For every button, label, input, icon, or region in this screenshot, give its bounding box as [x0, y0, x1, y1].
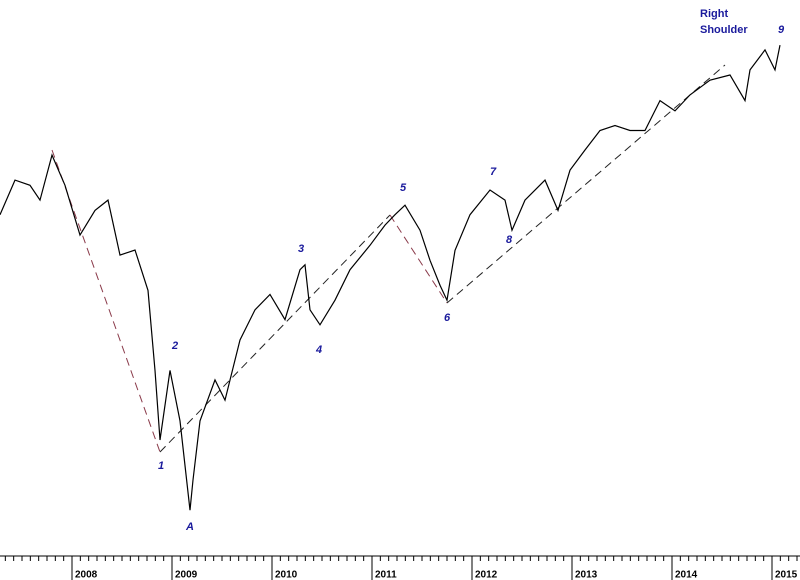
annotation: 8	[506, 234, 513, 246]
x-tick-label: 2015	[775, 570, 798, 580]
trend-line	[389, 214, 448, 304]
annotation: 6	[444, 312, 451, 324]
annotation: 4	[315, 344, 322, 356]
annotation: A	[185, 521, 194, 533]
annotation: 9	[778, 24, 785, 36]
annotation: 3	[298, 243, 304, 255]
annotation: 2	[171, 340, 178, 352]
x-tick-label: 2011	[375, 570, 397, 580]
annotation: Right	[700, 8, 728, 20]
x-tick-label: 2010	[275, 570, 298, 580]
trend-line	[446, 64, 726, 304]
trend-lines	[51, 64, 726, 453]
x-tick-label: 2014	[675, 570, 698, 580]
price-line	[0, 44, 781, 511]
annotation: 7	[490, 166, 497, 178]
annotation: 1	[158, 460, 164, 472]
annotation: Shoulder	[700, 24, 748, 36]
annotation: 5	[400, 182, 407, 194]
x-tick-label: 2008	[75, 570, 98, 580]
x-tick-label: 2009	[175, 570, 198, 580]
trend-line	[159, 214, 391, 453]
x-tick-label: 2012	[475, 570, 498, 580]
x-tick-label: 2013	[575, 570, 598, 580]
